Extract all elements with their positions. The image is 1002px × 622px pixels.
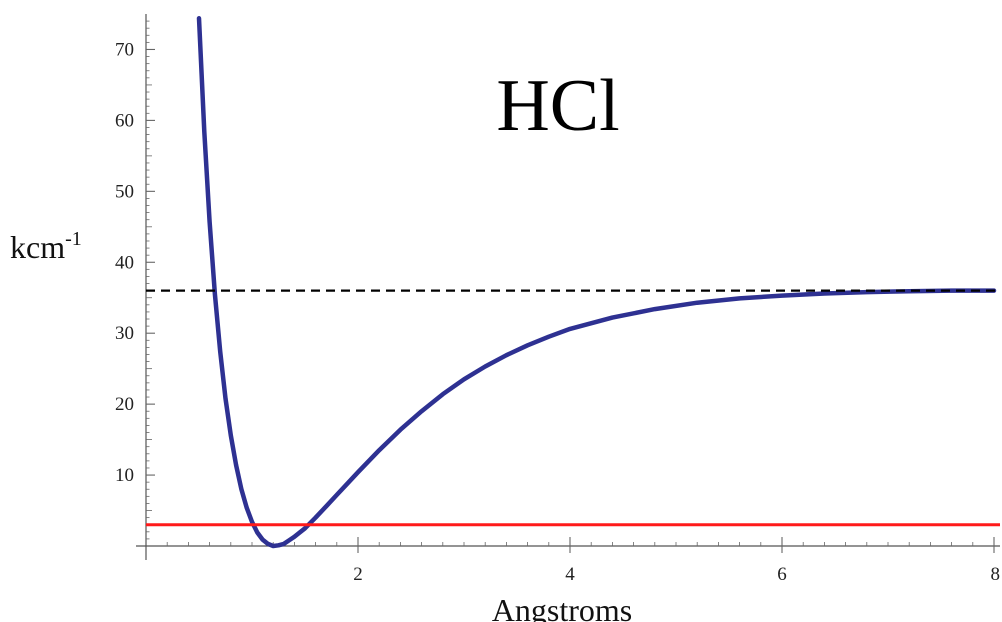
y-axis-title-base: kcm — [10, 229, 65, 265]
x-tick-label: 8 — [991, 564, 1001, 585]
y-axis-title: kcm-1 — [10, 228, 82, 265]
y-tick-label: 40 — [115, 252, 134, 273]
x-tick-label: 4 — [565, 564, 575, 585]
y-tick-label: 50 — [115, 181, 134, 202]
y-axis-title-superscript: -1 — [65, 228, 82, 250]
x-tick-label: 2 — [353, 564, 363, 585]
x-tick-label: 6 — [777, 564, 787, 585]
y-tick-label: 10 — [115, 465, 134, 486]
x-axis-title: Angstroms — [492, 592, 632, 622]
y-tick-label: 60 — [115, 110, 134, 131]
y-tick-label: 30 — [115, 323, 134, 344]
potential-energy-curve — [196, 16, 997, 549]
chart-title: HCl — [496, 65, 619, 147]
y-tick-label: 70 — [115, 39, 134, 60]
series-layer — [146, 16, 1000, 549]
y-tick-label: 20 — [115, 394, 134, 415]
x-ticks: 2 4 6 8 — [166, 537, 1001, 585]
y-ticks: 10 20 30 40 50 60 70 — [115, 20, 155, 540]
